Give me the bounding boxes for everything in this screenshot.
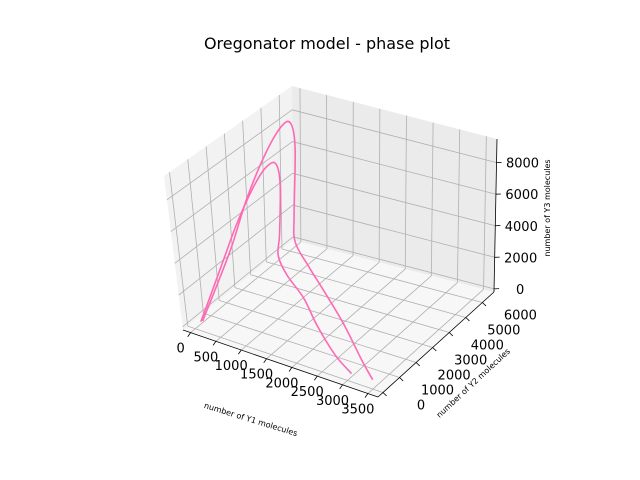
- y-tick: [482, 302, 487, 307]
- y-grid-floor: [281, 248, 483, 303]
- z-grid-back: [292, 141, 497, 195]
- y-tick-label: 2000: [438, 369, 471, 384]
- y-tick: [465, 317, 470, 322]
- x-grid-back: [430, 122, 434, 276]
- z-tick-label: 4000: [505, 220, 538, 235]
- y-tick-label: 6000: [504, 309, 537, 324]
- x-tick-label: 1000: [215, 359, 248, 374]
- y-grid-left: [205, 146, 220, 301]
- z-grid-left: [178, 204, 294, 296]
- z-grid-left: [174, 173, 293, 264]
- y-grid-floor: [234, 287, 433, 348]
- y-tick-label: 3000: [454, 354, 487, 369]
- floor-pane: [183, 240, 494, 397]
- z-grid-left: [166, 109, 293, 201]
- z-grid-back: [292, 109, 497, 164]
- x-tick: [212, 341, 217, 346]
- x-grid-floor: [215, 248, 328, 342]
- x-tick-label: 3000: [316, 394, 349, 409]
- z-grid-back: [292, 204, 495, 258]
- tick-marks: [187, 162, 502, 398]
- z-tick-label: 0: [516, 283, 524, 298]
- y-tick: [448, 332, 454, 337]
- y-tick-label: 0: [417, 399, 425, 414]
- y-tick: [415, 362, 420, 367]
- x-tick-label: 2500: [291, 385, 324, 400]
- x-grid-floor: [190, 241, 302, 333]
- x-tick: [263, 358, 267, 364]
- x-tick: [288, 367, 293, 372]
- x-tick: [238, 349, 242, 355]
- x-grid-floor: [291, 268, 406, 368]
- x-tick: [339, 384, 343, 390]
- y-grid-floor: [266, 261, 466, 318]
- y-tick-label: 1000: [421, 384, 454, 399]
- x-tick-label: 0: [176, 342, 184, 357]
- z-axis-line: [493, 138, 498, 293]
- x-grid-floor: [240, 255, 354, 351]
- y-grid-left: [223, 133, 236, 288]
- data-series: [200, 120, 374, 381]
- x-grid-back: [404, 115, 407, 270]
- y-grid-left: [187, 159, 204, 314]
- z-tick-label: 8000: [506, 157, 539, 172]
- phase-trajectory-2: [200, 161, 353, 375]
- x-grid-back: [299, 88, 302, 243]
- y-grid-floor: [203, 312, 400, 378]
- y-grid-left: [260, 107, 267, 262]
- y-tick-label: 4000: [471, 339, 504, 354]
- axis-lines: [182, 138, 498, 398]
- x-grid-back: [483, 136, 487, 290]
- z-tick-label: 6000: [505, 188, 538, 203]
- back-pane: [292, 86, 497, 292]
- z-grid-left: [182, 236, 294, 328]
- x-grid-back: [457, 129, 461, 283]
- phase-trajectory-1: [201, 120, 374, 381]
- z-axis-label: number of Y3 molecules: [543, 159, 552, 256]
- x-grid-floor: [266, 261, 380, 360]
- z-tick-label: 2000: [504, 251, 537, 266]
- x-axis-label: number of Y1 molecules: [203, 401, 299, 438]
- y-axis-line: [377, 291, 495, 398]
- y-grid-floor: [219, 300, 417, 363]
- x-tick: [187, 332, 191, 337]
- x-tick-label: 3500: [341, 403, 374, 418]
- y-grid-floor: [250, 274, 450, 333]
- x-grid-floor: [342, 282, 458, 386]
- z-grid-left: [170, 141, 293, 232]
- x-tick: [364, 393, 369, 398]
- x-axis-line: [182, 329, 379, 398]
- axes-panes: [164, 86, 497, 397]
- x-tick-label: 500: [193, 350, 218, 365]
- x-grid-back: [378, 108, 381, 263]
- x-tick-label: 2000: [265, 376, 298, 391]
- y-tick: [399, 377, 404, 382]
- y-grid-left: [278, 94, 283, 250]
- x-tick-label: 1500: [240, 368, 273, 383]
- left-pane: [164, 86, 293, 330]
- y-grid-left: [169, 172, 189, 327]
- z-grid-back: [292, 236, 495, 290]
- y-tick: [432, 347, 437, 352]
- grid-lines: [166, 88, 497, 394]
- y-tick: [382, 392, 387, 397]
- y-grid-floor: [187, 325, 384, 393]
- y-tick-label: 5000: [487, 324, 520, 339]
- x-grid-floor: [367, 289, 484, 394]
- x-grid-floor: [316, 275, 432, 377]
- chart-title: Oregonator model - phase plot: [204, 34, 450, 53]
- x-tick: [314, 375, 318, 381]
- z-grid-back: [292, 172, 496, 227]
